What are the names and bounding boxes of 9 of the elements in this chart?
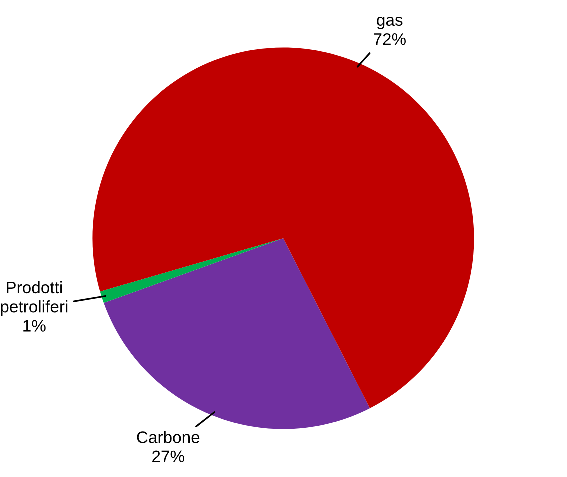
pie-slice [92,48,474,409]
data-label: 72% [374,33,406,46]
slice-label: Carbone [137,431,200,444]
data-label: 1% [24,320,46,332]
pie-slice [100,238,284,304]
pie-slice [104,238,370,430]
slice-label: Prodotti petroliferi [1,281,68,316]
slice-label: gas [377,16,403,30]
data-label: 27% [152,450,184,462]
